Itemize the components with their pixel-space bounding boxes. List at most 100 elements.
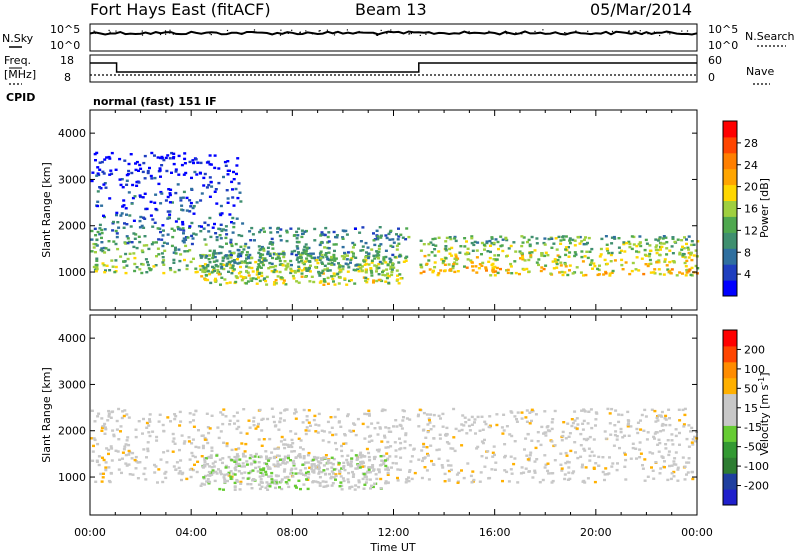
power-mark — [180, 204, 184, 207]
power-mark — [573, 254, 577, 258]
power-mark — [555, 248, 559, 251]
noise-search-dot — [210, 34, 212, 36]
power-mark — [480, 264, 484, 267]
noise-search-dot — [165, 33, 167, 35]
vel-mark — [427, 478, 431, 481]
power-mark — [370, 259, 374, 262]
vel-mark — [693, 435, 697, 439]
power-mark — [598, 255, 602, 258]
power-mark — [155, 255, 158, 258]
power-mark — [188, 199, 192, 202]
vel-mark — [294, 432, 298, 435]
power-mark — [209, 281, 213, 285]
vel-mark — [264, 473, 268, 476]
vel-mark — [402, 416, 405, 419]
vel-mark — [210, 449, 214, 452]
power-ylabel: Slant Range [km] — [40, 162, 53, 258]
power-mark — [264, 259, 268, 262]
vel-mark — [210, 446, 214, 449]
power-mark — [181, 223, 185, 226]
power-mark — [184, 236, 188, 239]
vel-mark — [114, 449, 118, 452]
vel-mark — [590, 450, 594, 454]
power-mark — [433, 254, 437, 257]
power-mark — [335, 236, 339, 239]
power-mark — [383, 274, 387, 277]
vel-mark — [443, 472, 447, 476]
power-mark — [489, 274, 493, 277]
power-mark — [663, 260, 667, 263]
vel-mark — [165, 461, 169, 464]
vel-mark — [292, 464, 296, 467]
vel-mark — [603, 473, 607, 476]
power-mark — [377, 278, 381, 282]
power-mark — [259, 254, 263, 258]
power-mark — [197, 225, 201, 228]
vel-mark — [690, 426, 694, 430]
vel-mark — [209, 456, 213, 459]
vel-mark — [265, 457, 269, 460]
power-mark — [309, 252, 313, 255]
vel-mark — [354, 433, 358, 437]
vel-mark — [179, 459, 183, 462]
noise-search-dot — [686, 30, 689, 32]
vel-mark — [471, 470, 475, 473]
power-mark — [649, 271, 653, 274]
vel-mark — [174, 415, 178, 418]
vel-mark — [215, 472, 219, 475]
power-mark — [521, 256, 525, 259]
vel-mark — [97, 412, 101, 415]
power-mark — [303, 230, 307, 233]
power-mark — [151, 225, 155, 228]
power-colorbar-tick-label: 24 — [744, 159, 758, 172]
vel-mark — [279, 411, 283, 415]
power-mark — [223, 278, 227, 281]
power-mark — [199, 230, 203, 233]
power-mark — [527, 238, 531, 242]
vel-mark — [644, 415, 648, 418]
power-mark — [505, 238, 509, 242]
vel-mark — [334, 433, 338, 436]
power-mark — [337, 262, 340, 265]
power-mark — [364, 271, 368, 274]
power-mark — [226, 257, 230, 260]
vel-mark — [145, 426, 149, 429]
power-mark — [351, 241, 355, 245]
power-mark — [496, 271, 500, 275]
power-mark — [300, 269, 304, 272]
power-mark — [512, 241, 516, 244]
power-mark — [238, 261, 242, 265]
vel-mark — [352, 429, 355, 433]
power-mark — [245, 269, 249, 273]
power-mark — [238, 191, 242, 194]
power-mark — [341, 245, 345, 249]
power-mark — [484, 266, 488, 269]
vel-mark — [234, 468, 238, 472]
vel-mark — [259, 471, 263, 474]
power-mark — [527, 258, 531, 262]
vel-mark — [547, 472, 551, 475]
power-mark — [125, 183, 129, 186]
power-mark — [635, 244, 639, 248]
vel-mark — [276, 447, 280, 450]
vel-mark — [381, 459, 385, 463]
vel-mark — [538, 481, 542, 484]
power-mark — [194, 233, 198, 236]
vel-mark — [357, 481, 361, 484]
power-mark — [317, 272, 321, 275]
time-tick-label: 20:00 — [580, 526, 612, 539]
vel-mark — [211, 462, 215, 465]
power-mark — [134, 233, 138, 236]
vel-mark — [271, 415, 275, 418]
vel-mark — [464, 421, 468, 424]
beam-label: Beam 13 — [355, 0, 427, 19]
vel-mark — [368, 471, 372, 474]
power-mark — [98, 186, 102, 189]
power-mark — [628, 245, 632, 249]
power-mark — [518, 250, 522, 253]
power-mark — [213, 166, 217, 170]
vel-mark — [350, 485, 354, 488]
power-mark — [134, 168, 138, 172]
vel-mark — [266, 488, 270, 491]
power-mark — [573, 251, 577, 254]
